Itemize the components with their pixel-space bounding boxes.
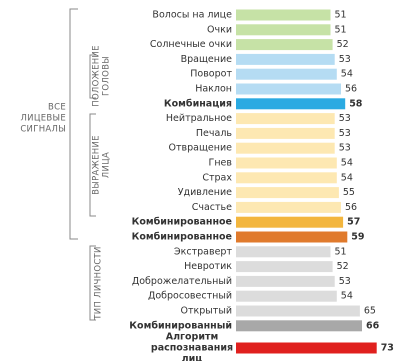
bar	[236, 39, 333, 51]
category-label: Удивление	[178, 187, 232, 198]
category-label: Страх	[202, 172, 232, 183]
value-label: 54	[341, 291, 353, 302]
bar	[236, 231, 348, 243]
group-label: ВЫРАЖЕНИЕ	[92, 135, 102, 195]
group-label: ЛИЦЕВЫЕ	[20, 114, 66, 124]
category-label: лиц	[182, 354, 203, 361]
category-label: Комбинированное	[132, 232, 232, 243]
category-label: Экстраверт	[174, 246, 232, 257]
bar	[236, 24, 331, 36]
category-label: Комбинация	[164, 98, 232, 109]
category-label: Наклон	[195, 84, 232, 95]
category-label: Солнечные очки	[150, 39, 232, 50]
bar	[236, 187, 339, 199]
category-label: Открытый	[181, 306, 233, 317]
category-label: Отвращение	[169, 143, 233, 154]
bar	[236, 216, 344, 228]
category-label: Волосы на лице	[152, 10, 232, 21]
category-label: Нейтральное	[166, 113, 232, 124]
bar	[236, 53, 335, 65]
category-label: Невротик	[184, 261, 232, 272]
value-label: 54	[341, 69, 353, 80]
bar	[236, 157, 337, 169]
category-label: Комбинированный	[129, 320, 232, 331]
bar	[236, 98, 346, 110]
bar	[236, 201, 341, 213]
bar	[236, 320, 362, 332]
value-label: 73	[381, 343, 394, 354]
bar	[236, 275, 335, 287]
bar	[236, 142, 335, 154]
value-label: 53	[339, 113, 351, 124]
group-label: ПОЛОЖЕНИЕ	[92, 45, 102, 107]
value-label: 51	[335, 10, 347, 21]
group-label: ВСЕ	[48, 103, 66, 113]
category-label: Очки	[207, 24, 232, 35]
category-label: Вращение	[181, 54, 233, 65]
bar	[236, 261, 333, 273]
value-label: 53	[339, 143, 351, 154]
bracket-all	[69, 8, 78, 240]
category-label: Комбинированное	[132, 217, 232, 228]
bar	[236, 246, 331, 258]
bar	[236, 290, 337, 302]
category-label: Счастье	[192, 202, 232, 213]
value-label: 65	[364, 306, 376, 317]
group-label: ГОЛОВЫ	[102, 56, 112, 96]
bracket-expression	[89, 113, 96, 217]
bar	[236, 342, 377, 354]
bar	[236, 127, 335, 139]
bar	[236, 83, 341, 95]
bar	[236, 9, 331, 21]
value-label: 58	[349, 98, 363, 109]
value-label: 53	[339, 54, 351, 65]
group-label: СИГНАЛЫ	[20, 125, 66, 135]
value-label: 53	[339, 128, 351, 139]
value-label: 57	[347, 217, 360, 228]
value-label: 51	[335, 246, 347, 257]
category-label: Добросовестный	[148, 291, 232, 302]
bar	[236, 113, 335, 125]
group-label: ЛИЦА	[102, 152, 112, 178]
value-label: 54	[341, 158, 353, 169]
value-label: 51	[335, 24, 347, 35]
category-label: Печаль	[196, 128, 232, 139]
value-label: 52	[337, 261, 349, 272]
value-label: 56	[345, 84, 357, 95]
category-label: распознавания	[151, 343, 233, 354]
value-label: 56	[345, 202, 357, 213]
value-label: 55	[343, 187, 355, 198]
group-label: ТИП ЛИЧНОСТИ	[94, 246, 104, 320]
category-label: Поворот	[190, 69, 232, 80]
value-label: 66	[366, 320, 380, 331]
value-label: 53	[339, 276, 351, 287]
value-label: 52	[337, 39, 349, 50]
bar	[236, 68, 337, 80]
category-label: Гнев	[209, 158, 233, 169]
value-label: 59	[351, 232, 364, 243]
category-label: Алгоритм	[166, 332, 219, 343]
bracket-personality	[89, 245, 96, 321]
category-label: Доброжелательный	[132, 276, 232, 287]
value-label: 54	[341, 172, 353, 183]
bar	[236, 172, 337, 184]
bar	[236, 305, 360, 317]
bracket-head	[89, 54, 96, 99]
